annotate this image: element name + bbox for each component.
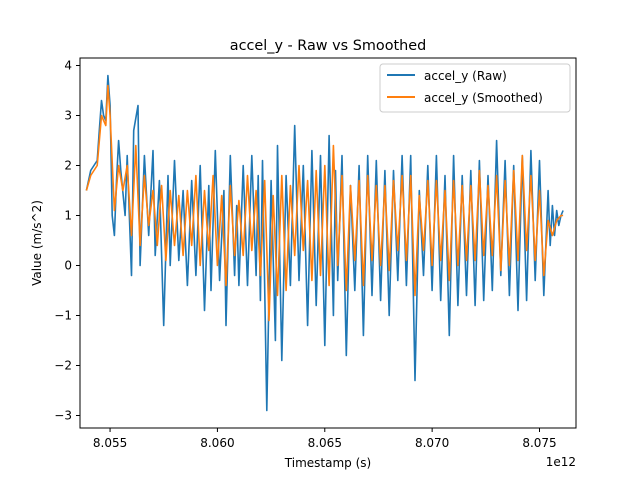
y-tick-label: 1 (64, 209, 72, 223)
x-tick-label: 8.060 (200, 436, 234, 450)
y-axis-label: Value (m/s^2) (30, 200, 44, 286)
x-offset-label: 1e12 (546, 455, 576, 469)
y-tick-label: 4 (64, 59, 72, 73)
y-tick-label: −2 (54, 359, 72, 373)
x-axis: 8.055 8.060 8.065 8.070 8.075 (93, 428, 557, 450)
y-tick-label: 3 (64, 109, 72, 123)
x-tick-label: 8.070 (415, 436, 449, 450)
chart-title: accel_y - Raw vs Smoothed (230, 38, 427, 54)
x-axis-label: Timestamp (s) (284, 456, 371, 470)
legend-smoothed-label: accel_y (Smoothed) (424, 91, 543, 105)
y-axis: −3 −2 −1 0 1 2 3 4 (54, 59, 80, 423)
x-tick-label: 8.065 (308, 436, 342, 450)
axes-frame (79, 57, 577, 429)
plot-area (85, 74, 564, 412)
x-tick-label: 8.075 (522, 436, 556, 450)
legend-box (379, 63, 571, 113)
y-tick-label: −1 (54, 309, 72, 323)
y-tick-label: 2 (64, 159, 72, 173)
y-tick-label: 0 (64, 259, 72, 273)
y-tick-label: −3 (54, 409, 72, 423)
series-smoothed-line (85, 84, 564, 322)
x-tick-label: 8.055 (93, 436, 127, 450)
legend: accel_y (Raw) accel_y (Smoothed) (379, 63, 571, 113)
legend-raw-label: accel_y (Raw) (424, 69, 507, 83)
